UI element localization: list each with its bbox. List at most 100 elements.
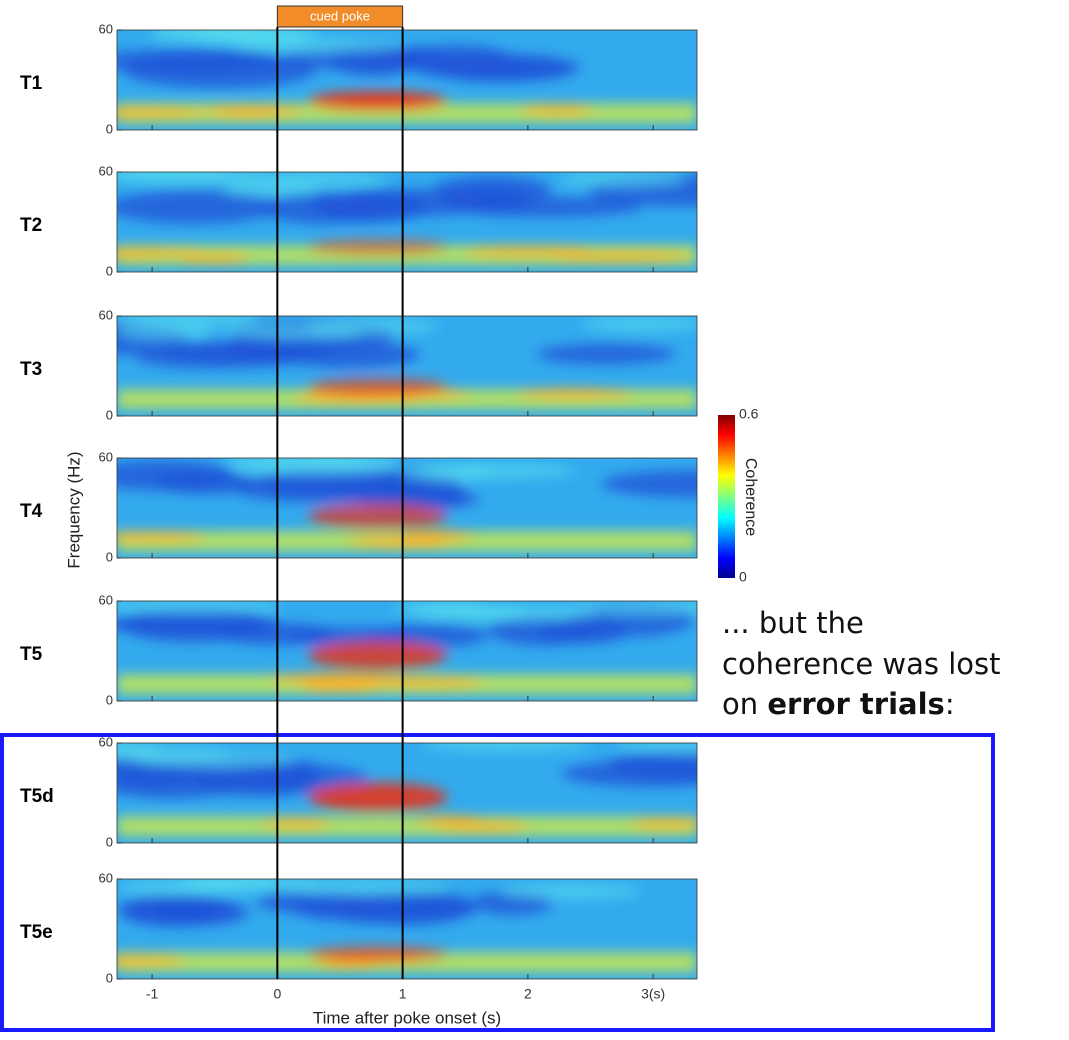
note-suffix: : — [945, 687, 955, 721]
blobs — [117, 879, 697, 973]
note-prefix: on — [722, 687, 767, 721]
blob — [117, 532, 205, 543]
blob — [117, 770, 241, 799]
colorbar-tick-label: 0.6 — [739, 406, 759, 422]
y-tick-label: 0 — [106, 692, 113, 707]
panel-label: T2 — [20, 215, 42, 236]
blob — [402, 530, 474, 541]
blob — [571, 601, 697, 616]
x-tick-label: 3(s) — [641, 986, 665, 1002]
x-tick-label: 2 — [524, 986, 532, 1002]
colorbar-tick-label: 0 — [739, 569, 747, 585]
blob — [188, 879, 279, 892]
x-tick-label: 0 — [273, 986, 281, 1002]
blob — [307, 238, 448, 256]
blob — [447, 196, 642, 218]
blob — [307, 91, 448, 111]
blob — [260, 192, 388, 224]
frame — [116, 315, 698, 417]
frame — [116, 878, 698, 980]
y-tick-label: 60 — [99, 592, 113, 607]
blob — [307, 640, 448, 670]
blob — [117, 601, 282, 614]
blob — [536, 343, 676, 365]
blob — [156, 471, 257, 495]
note-line: on error trials: — [722, 687, 955, 721]
blob — [601, 470, 697, 498]
blob — [212, 107, 282, 118]
x-tick-label: 1 — [399, 986, 407, 1002]
blobs — [117, 601, 697, 695]
colorbar-label: Coherence — [742, 458, 759, 536]
blob — [630, 818, 697, 829]
blobs — [117, 30, 697, 124]
x-axis-label: Time after poke onset (s) — [313, 1008, 501, 1027]
blob — [616, 743, 697, 754]
panel-label: T1 — [20, 73, 43, 94]
plots: T1 0 60 T2 0 60 T3 0 60 T4 0 60 T5 0 60 T5d 0 60 T5e 0 60 -1 0… — [20, 5, 759, 1027]
blob — [398, 465, 495, 482]
blob — [231, 459, 402, 476]
spectrogram — [117, 879, 697, 979]
y-tick-label: 0 — [106, 549, 113, 564]
frame — [116, 29, 698, 131]
blob — [180, 253, 249, 264]
blob — [117, 172, 275, 184]
blob — [117, 49, 285, 73]
blobs — [117, 458, 697, 552]
blob — [302, 681, 377, 692]
blob — [117, 323, 215, 340]
x-tick-label: -1 — [146, 986, 159, 1002]
panel-label: T3 — [20, 359, 42, 380]
blob — [117, 316, 260, 326]
blob — [268, 673, 404, 684]
spectrogram — [117, 172, 697, 272]
frame — [116, 600, 698, 702]
blob — [422, 743, 590, 752]
blob — [307, 945, 448, 963]
blob — [516, 388, 631, 399]
blobs — [117, 743, 697, 837]
y-tick-label: 0 — [106, 121, 113, 136]
blob — [537, 620, 628, 645]
blob — [520, 105, 594, 116]
spectrogram — [117, 601, 697, 701]
y-tick-label: 0 — [106, 834, 113, 849]
blob — [117, 190, 280, 224]
panel-label: T5e — [20, 922, 53, 943]
blob — [559, 172, 687, 187]
blob — [131, 751, 297, 768]
band — [117, 952, 697, 973]
spectrogram — [117, 458, 697, 558]
y-tick-label: 0 — [106, 407, 113, 422]
blob — [222, 180, 319, 197]
blob — [304, 318, 439, 335]
y-axis-label: Frequency (Hz) — [64, 451, 83, 568]
blob — [307, 502, 448, 530]
panel-label: T5d — [20, 786, 54, 807]
y-tick-label: 60 — [99, 449, 113, 464]
blob — [307, 377, 448, 397]
blob — [607, 749, 697, 779]
blob — [433, 53, 581, 82]
frame — [116, 742, 698, 844]
y-tick-label: 60 — [99, 21, 113, 36]
blobs — [117, 172, 697, 266]
blobs — [117, 316, 697, 410]
blob — [117, 955, 186, 966]
highlight-box — [0, 733, 995, 1032]
spectrogram — [117, 743, 697, 843]
note-bold: error trials — [767, 687, 944, 721]
blob — [307, 782, 448, 812]
note-line: coherence was lost — [722, 647, 1001, 681]
blob — [117, 248, 201, 259]
note-line: ... but the — [722, 606, 864, 640]
y-tick-label: 60 — [99, 307, 113, 322]
blob — [283, 879, 451, 896]
blob — [393, 601, 486, 617]
blob — [117, 107, 209, 118]
blob — [256, 890, 393, 915]
panel-label: T4 — [20, 501, 43, 522]
y-tick-label: 0 — [106, 970, 113, 985]
